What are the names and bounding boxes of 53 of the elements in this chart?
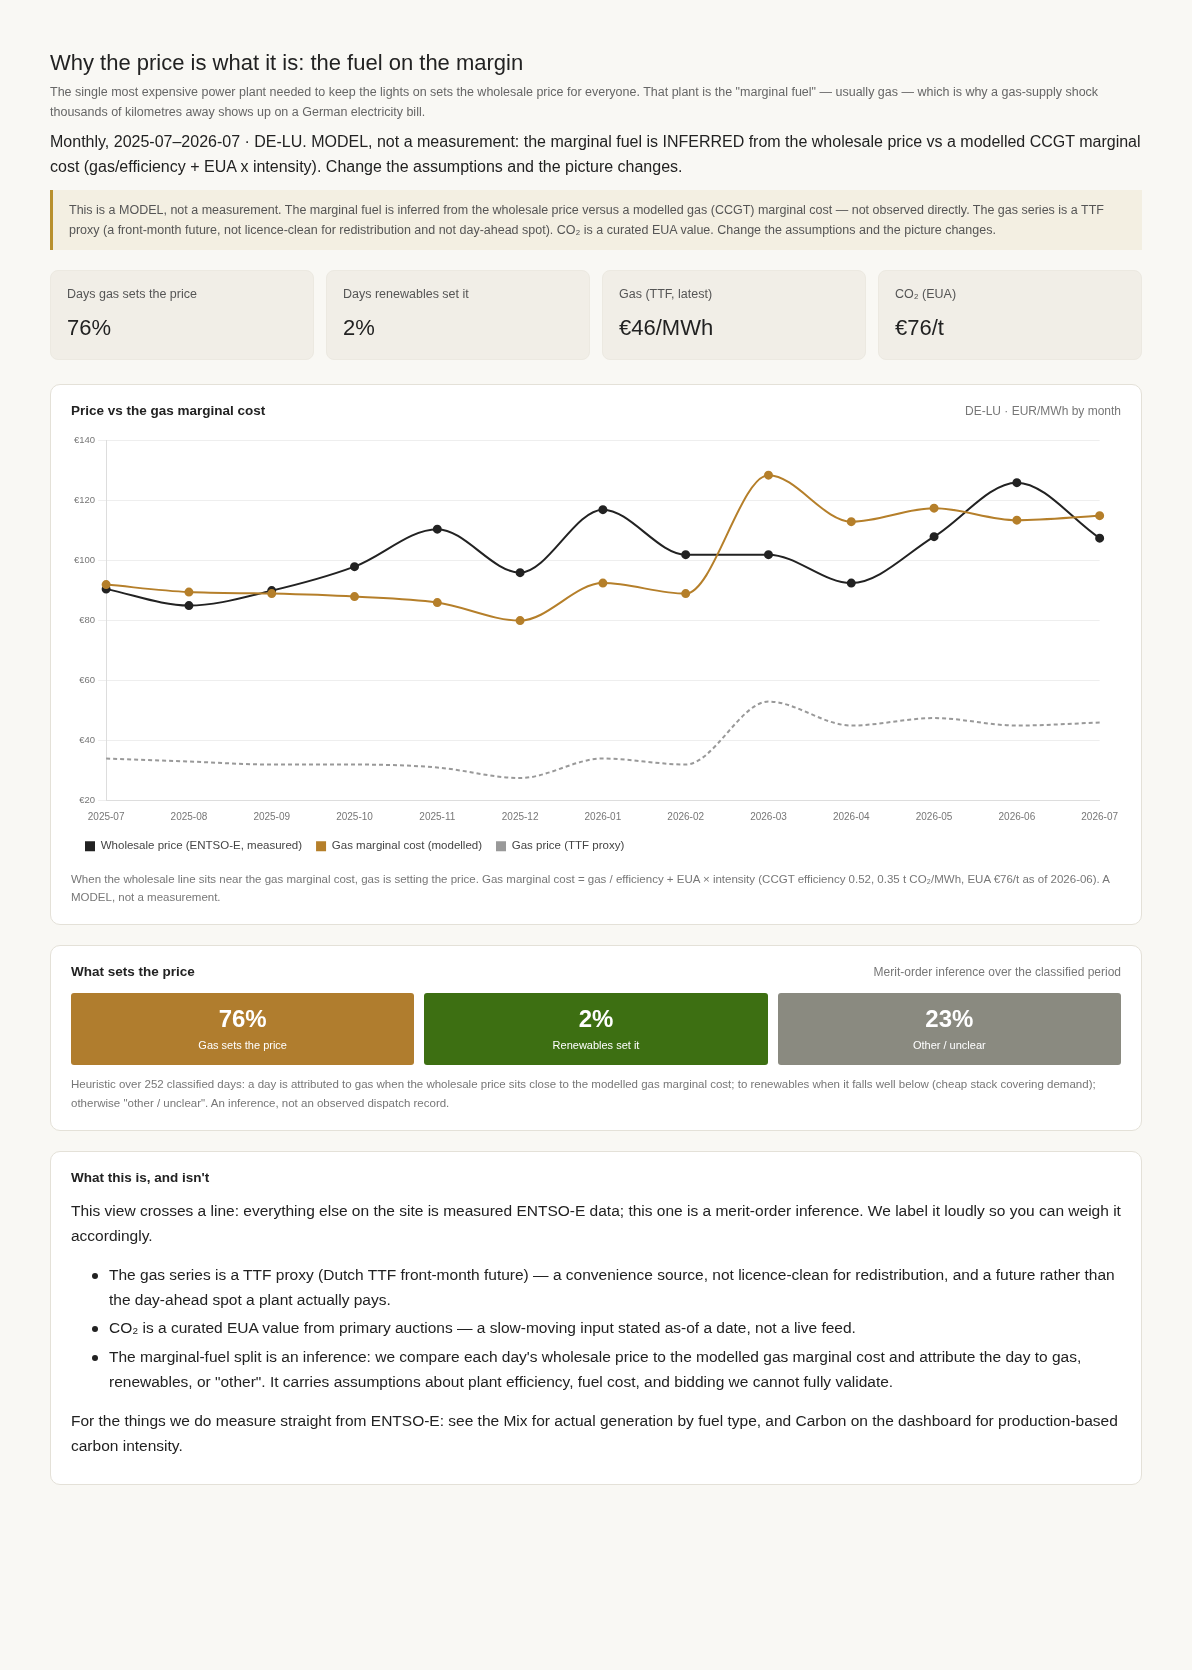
text: CO₂ is a curated EUA value from primary auctions — a slow-moving input stated as-of a date, not a live feed. — [109, 1319, 856, 1337]
x-tick-label: 2026-01 — [584, 810, 622, 822]
category-label: Gas (TTF, latest) — [619, 286, 713, 301]
chart-title: Price vs the gas marginal cost — [71, 402, 266, 418]
text: 76% — [218, 1005, 267, 1033]
chart-subtitle: DE-LU · EUR/MWh by month — [964, 403, 1121, 418]
text: €46/MWh — [619, 314, 714, 340]
text: €76/t — [895, 314, 944, 340]
legend-label: Gas marginal cost (modelled) — [331, 839, 483, 852]
y-tick-label: €80 — [79, 613, 96, 625]
text: This view crosses a line: everything else on the site is measured ENTSO-E data; this one is a merit-order inference. We label it loudly so you can weigh it accordingly. — [71, 1202, 1121, 1244]
category-label: Other / unclear — [912, 1039, 986, 1052]
legend-label: Gas price (TTF proxy) — [511, 839, 625, 852]
x-tick-label: 2025-09 — [253, 810, 291, 822]
text: Merit-order inference over the classified period — [873, 965, 1121, 980]
text: What this is, and isn't — [71, 1170, 210, 1186]
x-tick-label: 2026-02 — [667, 810, 705, 822]
y-tick-label: €20 — [79, 793, 96, 805]
text: This is a MODEL, not a measurement. The marginal fuel is inferred from the wholesale price versus a modelled gas (CCGT) marginal cost — not observed directly. The gas series is a TTF proxy (a front-month future, not licence-clean for redistribution and not day-ahead spot). CO₂ is a curated EUA value. Change the assumptions and the picture changes. — [69, 202, 1104, 237]
y-tick-label: €40 — [79, 733, 96, 745]
category-label: Renewables set it — [552, 1039, 640, 1052]
x-tick-label: 2025-12 — [501, 810, 539, 822]
y-tick-label: €60 — [79, 673, 96, 685]
category-label: Days gas sets the price — [67, 286, 197, 301]
category-label: CO₂ (EUA) — [895, 286, 957, 301]
text: The single most expensive power plant needed to keep the lights on sets the wholesale price for everyone. That plant is the "marginal fuel" — usually gas — which is why a gas-supply shock thousands of kilometres away shows up on a German electricity bill. — [50, 85, 1099, 119]
text: When the wholesale line sits near the gas marginal cost, gas is setting the price. Gas marginal cost = gas / efficiency + EUA × intensity (CCGT efficiency 0.52, 0.35 t CO₂/MWh, EUA €76/t as of 2026-06). A MODEL, not a measurement. — [71, 872, 1110, 903]
text: 76% — [67, 314, 112, 340]
text: What sets the price — [71, 964, 195, 980]
category-label: Days renewables set it — [343, 286, 469, 301]
x-tick-label: 2026-03 — [750, 810, 788, 822]
x-tick-label: 2025-07 — [87, 810, 125, 822]
text: Monthly, 2025-07–2026-07 · DE-LU. MODEL, not a measurement: the marginal fuel is INFERRED from the wholesale price vs a modelled CCGT marginal cost (gas/efficiency + EUA x intensity). Change the assumptions and the picture changes. — [50, 133, 1141, 175]
x-tick-label: 2025-11 — [419, 810, 456, 822]
legend-label: Wholesale price (ENTSO-E, measured) — [100, 839, 303, 852]
text: For the things we do measure straight from ENTSO-E: see the Mix for actual generation by fuel type, and Carbon on the dashboard for production-based carbon intensity. — [71, 1411, 1118, 1454]
y-tick-label: €100 — [73, 553, 96, 565]
text: 23% — [925, 1005, 974, 1033]
text: Heuristic over 252 classified days: a day is attributed to gas when the wholesale price sits close to the modelled gas marginal cost; to renewables when it falls well below (cheap stack covering demand); otherwise "other / unclear". An inference, not an observed dispatch record. — [71, 1078, 1096, 1109]
text: 2% — [343, 314, 375, 340]
text: The marginal-fuel split is an inference: we compare each day's wholesale price to the modelled gas marginal cost and attribute the day to gas, renewables, or "other". It carries assumptions about plant efficiency, fuel cost, and bidding we cannot fully validate. — [109, 1348, 1082, 1390]
x-tick-label: 2026-07 — [1081, 810, 1119, 822]
category-label: Gas sets the price — [198, 1039, 287, 1052]
text: 2% — [578, 1005, 614, 1033]
text: Why the price is what it is: the fuel on the margin — [50, 50, 524, 75]
x-tick-label: 2025-10 — [336, 810, 374, 822]
x-tick-label: 2026-05 — [915, 810, 953, 822]
x-tick-label: 2025-08 — [170, 810, 208, 822]
y-tick-label: €120 — [73, 493, 96, 505]
x-tick-label: 2026-04 — [832, 810, 871, 822]
y-tick-label: €140 — [73, 433, 96, 445]
text: The gas series is a TTF proxy (Dutch TTF front-month future) — a convenience source, not licence-clean for redistribution, and a future rather than the day-ahead spot a plant actually pays. — [109, 1265, 1115, 1308]
x-tick-label: 2026-06 — [998, 810, 1036, 822]
